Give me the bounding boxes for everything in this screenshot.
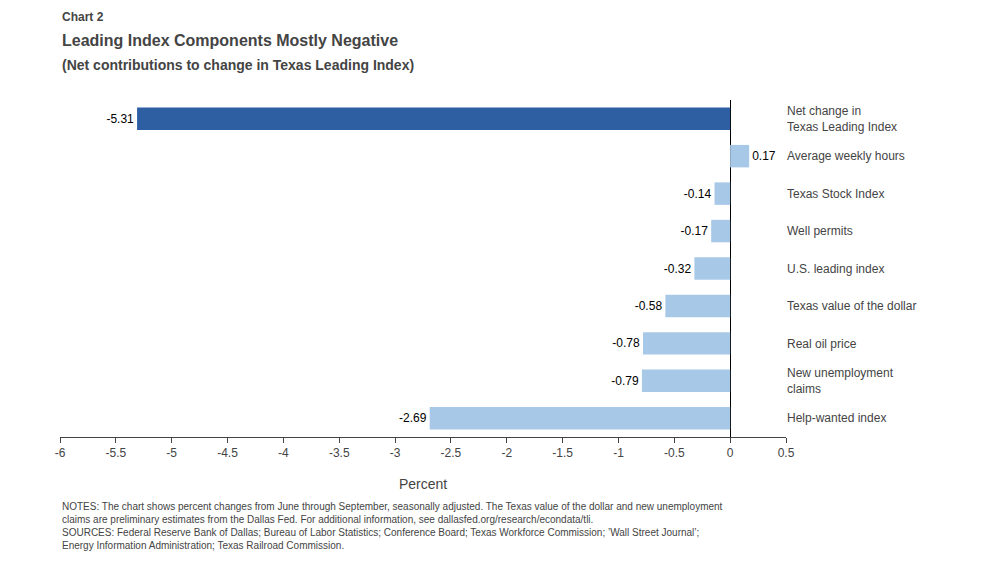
svg-text:Net change inTexas Leading Ind: Net change inTexas Leading Index bbox=[787, 104, 897, 134]
svg-text:Texas Stock Index: Texas Stock Index bbox=[787, 187, 884, 201]
svg-text:-0.5: -0.5 bbox=[664, 446, 685, 460]
svg-text:-0.32: -0.32 bbox=[664, 262, 692, 276]
svg-text:U.S. leading index: U.S. leading index bbox=[787, 262, 884, 276]
svg-text:Chart 2: Chart 2 bbox=[62, 10, 104, 24]
svg-text:-6: -6 bbox=[55, 446, 66, 460]
svg-text:-5.31: -5.31 bbox=[106, 112, 134, 126]
svg-text:-2.69: -2.69 bbox=[399, 411, 427, 425]
svg-text:-5: -5 bbox=[166, 446, 177, 460]
svg-text:-0.58: -0.58 bbox=[635, 299, 663, 313]
svg-text:-3.5: -3.5 bbox=[329, 446, 350, 460]
svg-text:Average weekly hours: Average weekly hours bbox=[787, 149, 905, 163]
svg-text:-1: -1 bbox=[613, 446, 624, 460]
svg-text:-4: -4 bbox=[278, 446, 289, 460]
svg-text:-0.79: -0.79 bbox=[611, 374, 639, 388]
svg-text:-1.5: -1.5 bbox=[552, 446, 573, 460]
svg-text:Help-wanted index: Help-wanted index bbox=[787, 411, 886, 425]
svg-text:-0.14: -0.14 bbox=[684, 187, 712, 201]
svg-text:-0.17: -0.17 bbox=[680, 224, 708, 238]
svg-text:-4.5: -4.5 bbox=[217, 446, 238, 460]
svg-text:-0.78: -0.78 bbox=[612, 336, 640, 350]
svg-text:Percent: Percent bbox=[399, 476, 447, 492]
svg-text:-5.5: -5.5 bbox=[106, 446, 127, 460]
svg-text:-3: -3 bbox=[390, 446, 401, 460]
svg-text:-2: -2 bbox=[501, 446, 512, 460]
svg-text:0.17: 0.17 bbox=[752, 149, 776, 163]
svg-text:0.5: 0.5 bbox=[778, 446, 795, 460]
svg-text:Leading Index Components Mostl: Leading Index Components Mostly Negative bbox=[62, 32, 398, 49]
svg-text:NOTES: The chart shows percent: NOTES: The chart shows percent changes f… bbox=[62, 501, 723, 551]
svg-text:0: 0 bbox=[727, 446, 734, 460]
svg-text:-2.5: -2.5 bbox=[441, 446, 462, 460]
svg-text:Well permits: Well permits bbox=[787, 224, 853, 238]
svg-text:Real oil price: Real oil price bbox=[787, 337, 857, 351]
svg-text:Texas value of the dollar: Texas value of the dollar bbox=[787, 299, 916, 313]
svg-text:New unemploymentclaims: New unemploymentclaims bbox=[787, 366, 894, 396]
svg-text:(Net contributions to change i: (Net contributions to change in Texas Le… bbox=[62, 57, 414, 73]
